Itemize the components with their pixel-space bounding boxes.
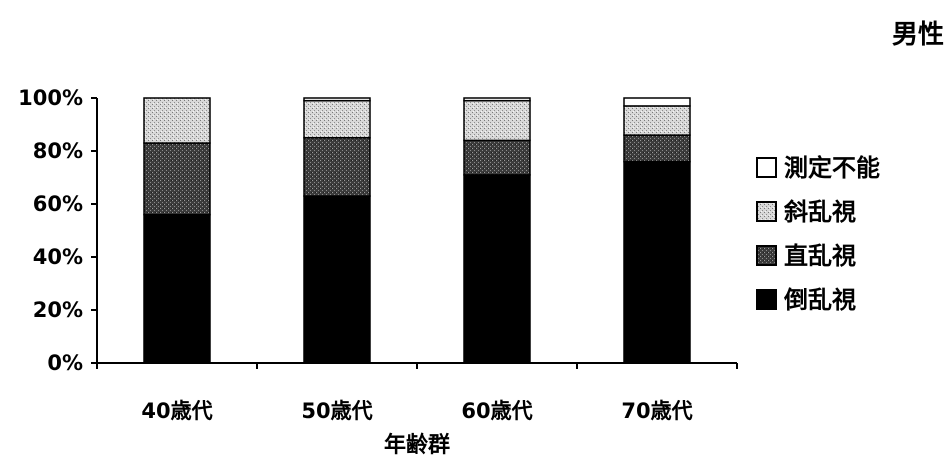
bar-segment-倒乱視-40歳代 bbox=[143, 213, 211, 364]
bar-segment-測定不能-60歳代 bbox=[463, 97, 531, 102]
x-tick-label: 40歳代 bbox=[141, 399, 212, 423]
bar-segment-斜乱視-60歳代 bbox=[463, 99, 531, 142]
x-tick-label: 70歳代 bbox=[621, 399, 692, 423]
legend-swatch bbox=[756, 245, 777, 266]
bar-segment-直乱視-50歳代 bbox=[303, 137, 371, 197]
bar-segment-倒乱視-70歳代 bbox=[623, 160, 691, 364]
bar-segment-直乱視-70歳代 bbox=[623, 134, 691, 163]
y-tick-label: 0% bbox=[47, 351, 83, 375]
bar-segment-斜乱視-40歳代 bbox=[143, 97, 211, 144]
y-tick-label: 100% bbox=[18, 86, 83, 110]
bar-segment-直乱視-60歳代 bbox=[463, 139, 531, 176]
legend-label: 倒乱視 bbox=[783, 286, 856, 314]
y-tick-label: 20% bbox=[33, 298, 83, 322]
x-tick-label: 50歳代 bbox=[301, 399, 372, 423]
y-tick-label: 40% bbox=[33, 245, 83, 269]
bar-segment-測定不能-50歳代 bbox=[303, 97, 371, 102]
x-axis-title: 年齢群 bbox=[384, 432, 450, 458]
bar-segment-斜乱視-70歳代 bbox=[623, 105, 691, 136]
legend-swatch bbox=[756, 201, 777, 222]
y-tick-label: 80% bbox=[33, 139, 83, 163]
legend-label: 斜乱視 bbox=[783, 198, 856, 226]
bar-segment-倒乱視-60歳代 bbox=[463, 174, 531, 364]
bar-segment-倒乱視-50歳代 bbox=[303, 195, 371, 364]
bar-segment-直乱視-40歳代 bbox=[143, 142, 211, 216]
legend-label: 直乱視 bbox=[784, 242, 856, 270]
legend-label: 測定不能 bbox=[784, 154, 880, 182]
bar-segment-斜乱視-50歳代 bbox=[303, 99, 371, 139]
x-tick-label: 60歳代 bbox=[461, 399, 532, 423]
legend-swatch bbox=[756, 157, 777, 178]
y-tick-label: 60% bbox=[33, 192, 83, 216]
legend-swatch bbox=[756, 289, 777, 310]
bar-segment-測定不能-70歳代 bbox=[623, 97, 691, 107]
chart-title: 男性 bbox=[891, 20, 944, 50]
